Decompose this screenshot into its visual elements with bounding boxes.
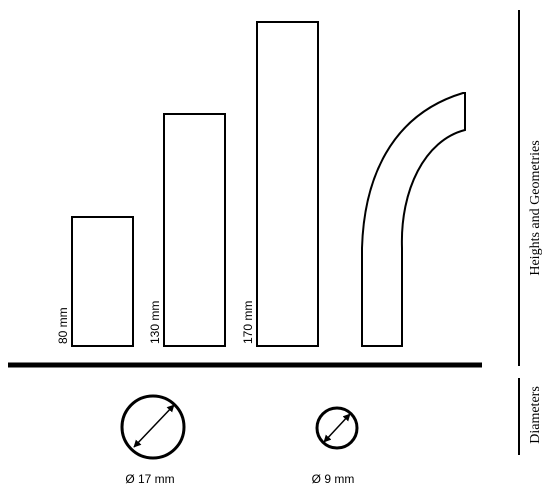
diameter-9-label: Ø 9 mm: [312, 472, 355, 486]
diameter-17-label: Ø 17 mm: [125, 472, 174, 486]
bar-1-height-label: 80 mm: [56, 307, 70, 344]
diameters-side-label: Diameters: [528, 386, 543, 444]
specimen-80mm-bar: [71, 216, 134, 347]
diameter-17-arrow: [133, 404, 175, 448]
specimen-170mm-bar: [256, 21, 319, 347]
bar-3-height-label: 170 mm: [241, 301, 255, 344]
bar-2-height-label: 130 mm: [148, 301, 162, 344]
specimen-130mm-bar: [163, 113, 226, 347]
curved-specimen: [361, 92, 466, 347]
diameter-9-arrow: [323, 413, 351, 443]
heights-side-label: Heights and Geometries: [528, 140, 543, 275]
